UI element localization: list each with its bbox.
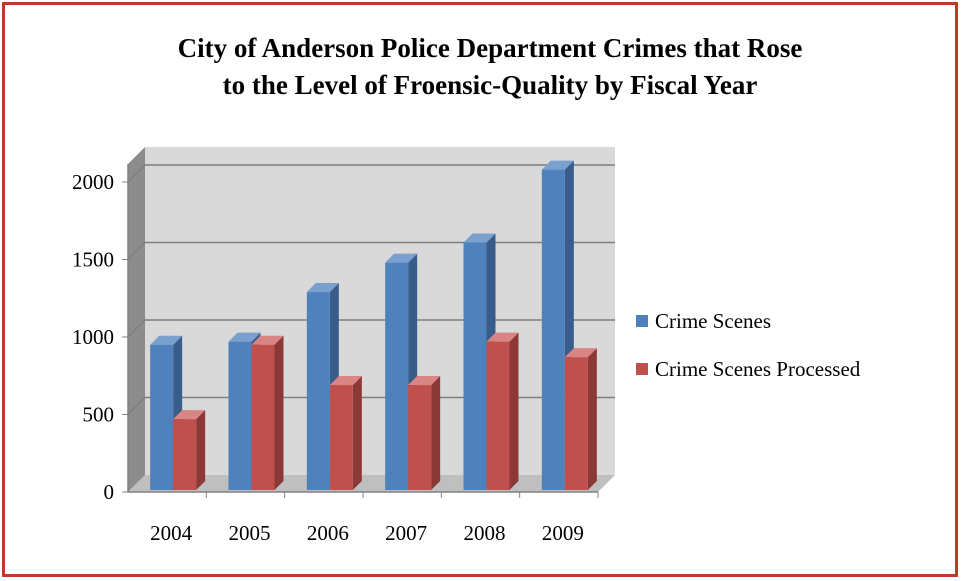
bar-side-crime-scenes-processed-2007 [431,376,441,490]
bar-top-crime-scenes-2004 [150,335,183,345]
chart-title-line-2: to the Level of Froensic-Quality by Fisc… [222,70,758,100]
bar-crime-scenes-processed-2004 [173,419,197,490]
bar-crime-scenes-2004 [150,344,174,490]
bar-crime-scenes-2009 [541,169,565,490]
y-tick-label: 1000 [72,325,114,349]
bar-crime-scenes-processed-2007 [408,385,432,490]
bar-side-crime-scenes-processed-2004 [196,410,206,490]
bar-top-crime-scenes-2008 [463,233,496,243]
gridline [127,319,615,338]
gridline [127,396,615,416]
bar-top-crime-scenes-2007 [385,253,418,263]
gridline [127,164,615,183]
legend-swatch-crime-scenes-processed [636,363,648,375]
bar-side-crime-scenes-processed-2008 [509,332,519,490]
x-tick-label: 2005 [229,521,271,545]
bar-top-crime-scenes-processed-2006 [329,376,362,386]
bar-top-crime-scenes-processed-2008 [486,332,519,342]
bar-crime-scenes-2005 [228,341,252,490]
legend-item-crime-scenes-processed: Crime Scenes Processed [636,356,861,381]
bar-crime-scenes-processed-2008 [486,341,510,490]
legend-swatch-crime-scenes [636,315,648,327]
bar-side-crime-scenes-processed-2005 [274,335,284,490]
bar-top-crime-scenes-2006 [306,283,339,293]
y-tick-label: 0 [104,480,115,504]
bar-crime-scenes-processed-2005 [251,344,275,490]
chart-legend: Crime Scenes Crime Scenes Processed [636,308,861,406]
bar-top-crime-scenes-processed-2009 [564,348,597,358]
bar-top-crime-scenes-processed-2005 [251,335,284,345]
x-tick-label: 2008 [464,521,506,545]
bar-crime-scenes-2006 [306,292,330,490]
legend-item-crime-scenes: Crime Scenes [636,308,860,333]
bar-side-crime-scenes-processed-2009 [587,348,597,490]
x-tick-label: 2007 [385,521,427,545]
x-tick-label: 2009 [542,521,584,545]
gridline [127,241,615,261]
bar-crime-scenes-2008 [463,242,487,490]
bar-side-crime-scenes-processed-2006 [352,376,362,490]
x-tick-label: 2004 [150,521,193,545]
chart-title: City of Anderson Police Department Crime… [80,30,900,104]
bar-crime-scenes-2007 [385,262,409,490]
side-wall [128,147,145,492]
x-tick-label: 2006 [307,521,349,545]
legend-label-crime-scenes-processed: Crime Scenes Processed [655,356,861,381]
legend-label-crime-scenes: Crime Scenes [655,308,772,333]
chart-title-line-1: City of Anderson Police Department Crime… [177,33,803,63]
bar-top-crime-scenes-2009 [541,160,574,170]
bar-top-crime-scenes-processed-2004 [173,410,206,420]
y-tick-label: 2000 [72,170,114,194]
y-tick-label: 500 [83,403,115,427]
bar-top-crime-scenes-2005 [228,332,261,342]
y-tick-label: 1500 [72,248,114,272]
bar-crime-scenes-processed-2009 [564,357,588,490]
bar-crime-scenes-processed-2006 [329,385,353,490]
bar-top-crime-scenes-processed-2007 [408,376,441,386]
